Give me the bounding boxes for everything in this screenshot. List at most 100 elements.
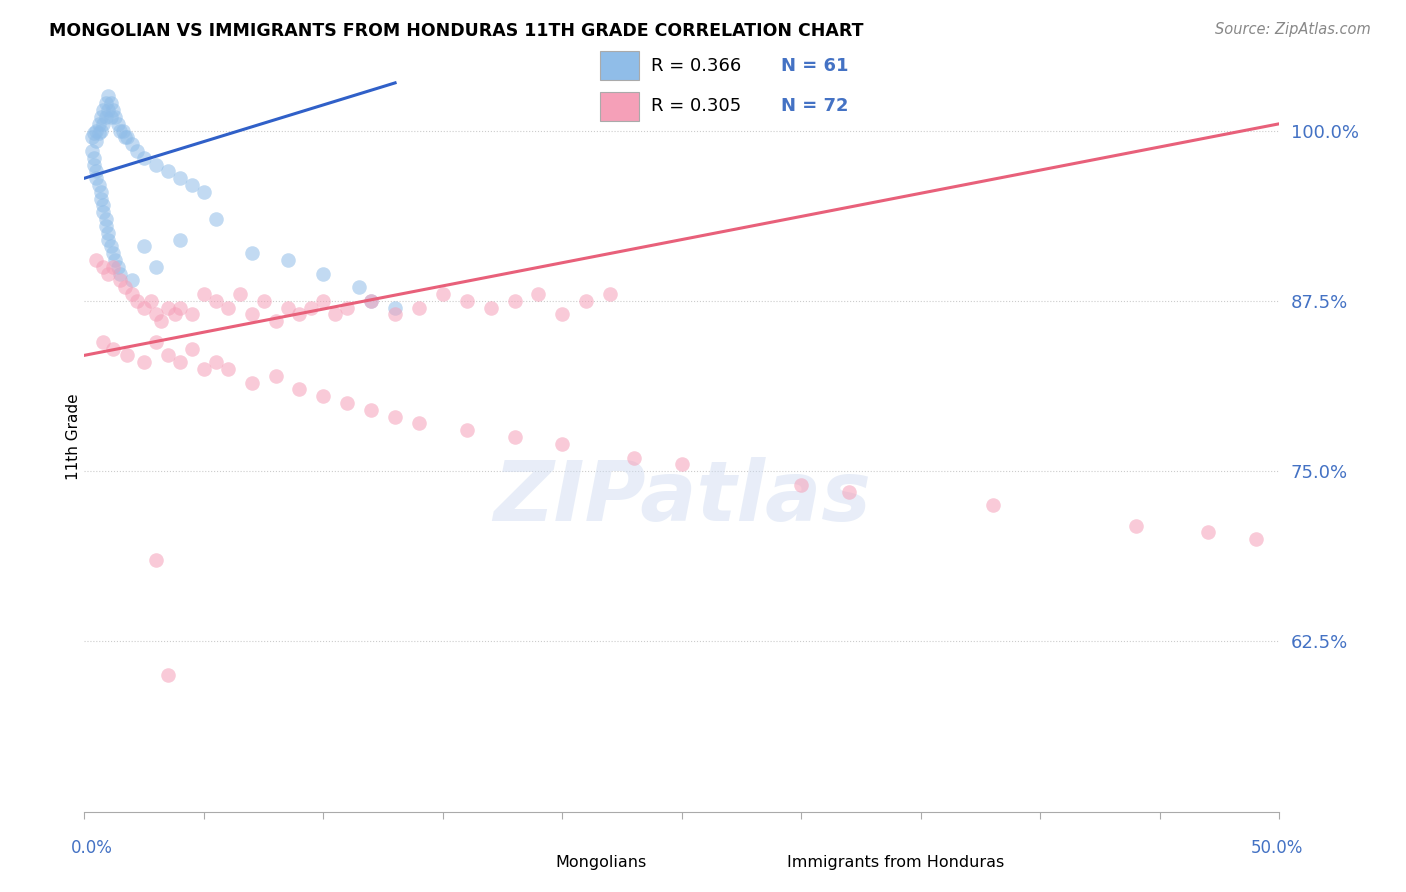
Point (384, 301, 406, 315)
Text: N = 72: N = 72 (780, 97, 848, 115)
Text: R = 0.305: R = 0.305 (651, 97, 741, 115)
Point (1197, 525, 1219, 540)
Text: MONGOLIAN VS IMMIGRANTS FROM HONDURAS 11TH GRADE CORRELATION CHART: MONGOLIAN VS IMMIGRANTS FROM HONDURAS 11… (49, 22, 863, 40)
Point (193, 185, 215, 199)
Point (790, 477, 813, 491)
Point (125, 144, 148, 158)
Point (132, 355, 156, 369)
Point (165, 308, 187, 322)
Point (336, 301, 359, 315)
Point (432, 287, 454, 301)
Point (101, 342, 124, 356)
Point (94, 212, 117, 227)
Point (193, 362, 215, 376)
Point (80, 130, 103, 145)
Point (101, 246, 124, 260)
Point (264, 368, 287, 383)
Point (101, 260, 124, 274)
Point (90, 192, 112, 206)
Point (157, 301, 180, 315)
Point (181, 342, 204, 356)
Point (121, 273, 143, 287)
Point (93, 117, 115, 131)
Point (93, 334, 115, 349)
Text: R = 0.366: R = 0.366 (651, 57, 741, 75)
Point (93, 103, 115, 117)
Point (384, 308, 406, 322)
Point (110, 123, 132, 137)
Point (288, 308, 311, 322)
Point (149, 314, 172, 328)
Point (240, 246, 263, 260)
Point (93, 205, 115, 219)
Point (169, 301, 191, 315)
Point (110, 273, 132, 287)
Point (86, 252, 108, 267)
Point (157, 164, 180, 178)
Point (93, 260, 115, 274)
Point (479, 301, 502, 315)
FancyBboxPatch shape (599, 92, 638, 120)
Text: Source: ZipAtlas.com: Source: ZipAtlas.com (1215, 22, 1371, 37)
Point (97, 103, 120, 117)
Point (83, 126, 105, 140)
Point (104, 110, 127, 124)
Point (145, 334, 167, 349)
Text: ZIPatlas: ZIPatlas (494, 457, 870, 538)
Point (408, 417, 430, 431)
Point (360, 293, 382, 308)
Point (97, 267, 120, 281)
Point (83, 151, 105, 165)
Text: N = 61: N = 61 (780, 57, 848, 75)
Point (169, 233, 191, 247)
Point (114, 130, 136, 145)
Point (157, 668, 180, 682)
Point (277, 252, 299, 267)
Point (90, 123, 112, 137)
Point (145, 552, 167, 566)
Point (117, 130, 139, 145)
Point (384, 409, 406, 424)
Point (312, 293, 335, 308)
Point (456, 423, 478, 437)
Point (110, 267, 132, 281)
Point (107, 260, 129, 274)
Point (117, 348, 139, 362)
Point (312, 389, 335, 403)
Point (157, 348, 180, 362)
Point (217, 362, 239, 376)
Point (240, 308, 263, 322)
Point (132, 151, 156, 165)
Point (121, 287, 143, 301)
Point (408, 301, 430, 315)
Point (145, 158, 167, 172)
Point (527, 287, 550, 301)
Point (86, 171, 108, 186)
Point (575, 293, 598, 308)
Point (101, 103, 124, 117)
Point (181, 308, 204, 322)
Point (94, 110, 117, 124)
Point (623, 450, 645, 465)
Text: 50.0%: 50.0% (1250, 838, 1303, 856)
Point (229, 287, 252, 301)
Point (90, 110, 112, 124)
Point (86, 135, 108, 149)
Point (94, 96, 117, 111)
FancyBboxPatch shape (599, 52, 638, 80)
Point (551, 437, 574, 451)
Point (94, 219, 117, 233)
Point (981, 498, 1004, 512)
Point (100, 110, 122, 124)
Point (132, 239, 156, 253)
Point (349, 280, 371, 294)
Point (217, 301, 239, 315)
Point (93, 198, 115, 212)
Point (145, 308, 167, 322)
Point (360, 293, 382, 308)
Point (301, 301, 323, 315)
Point (240, 376, 263, 390)
Point (599, 287, 621, 301)
Point (288, 383, 311, 397)
Point (83, 158, 105, 172)
